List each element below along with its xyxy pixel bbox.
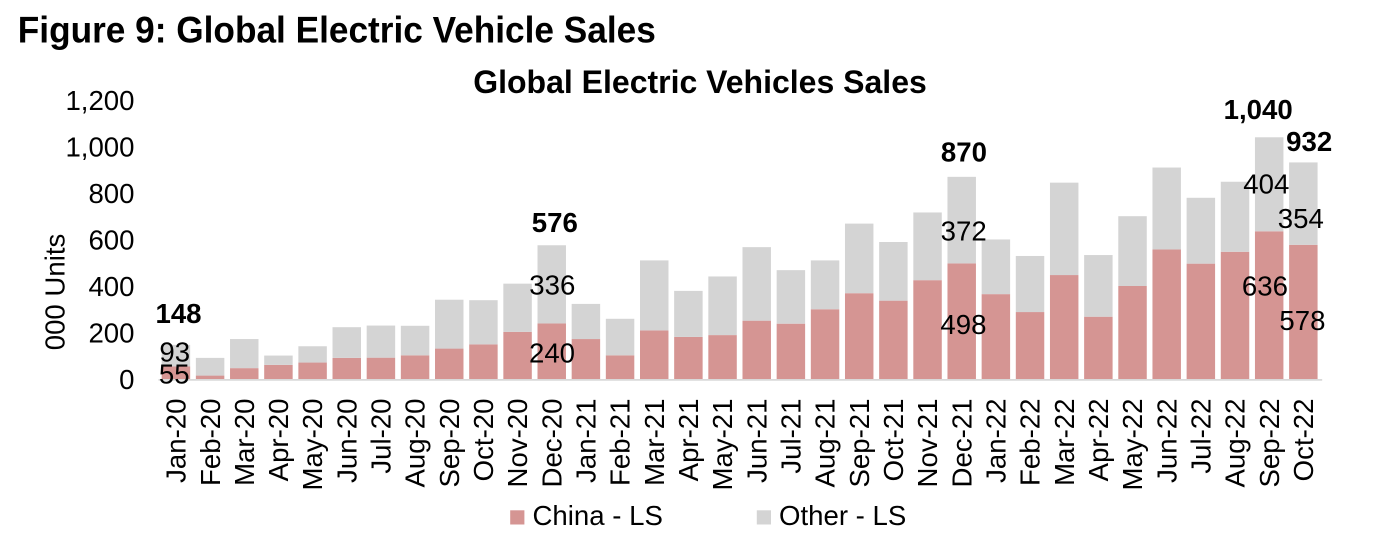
svg-text:May-21: May-21 — [707, 399, 738, 491]
svg-text:China - LS: China - LS — [533, 500, 663, 531]
svg-text:200: 200 — [88, 318, 134, 349]
svg-text:870: 870 — [941, 137, 987, 168]
svg-text:1,200: 1,200 — [65, 85, 134, 116]
svg-text:372: 372 — [941, 216, 987, 247]
svg-text:000 Units: 000 Units — [40, 234, 71, 351]
svg-text:Feb-21: Feb-21 — [605, 399, 636, 486]
svg-text:148: 148 — [155, 298, 201, 329]
svg-text:Jun-22: Jun-22 — [1151, 399, 1182, 483]
svg-text:578: 578 — [1279, 305, 1325, 336]
svg-text:Global Electric Vehicles Sales: Global Electric Vehicles Sales — [473, 64, 927, 100]
svg-text:Jun-21: Jun-21 — [741, 399, 772, 483]
svg-text:Figure 9: Global Electric Vehi: Figure 9: Global Electric Vehicle Sales — [18, 8, 656, 50]
svg-text:Sep-22: Sep-22 — [1254, 399, 1285, 488]
svg-text:Mar-22: Mar-22 — [1049, 399, 1080, 486]
svg-text:May-20: May-20 — [297, 399, 328, 491]
svg-text:Nov-20: Nov-20 — [502, 399, 533, 488]
svg-text:0: 0 — [119, 364, 134, 395]
svg-text:Feb-22: Feb-22 — [1015, 399, 1046, 486]
svg-text:Apr-22: Apr-22 — [1083, 399, 1114, 482]
svg-text:Jul-21: Jul-21 — [776, 399, 807, 474]
svg-text:Sep-21: Sep-21 — [844, 399, 875, 488]
svg-text:600: 600 — [88, 224, 134, 255]
svg-text:Sep-20: Sep-20 — [434, 399, 465, 488]
svg-text:Mar-21: Mar-21 — [639, 399, 670, 486]
svg-text:55: 55 — [159, 359, 190, 390]
svg-text:Jul-22: Jul-22 — [1186, 399, 1217, 474]
svg-text:Jan-20: Jan-20 — [161, 399, 192, 483]
svg-text:Other - LS: Other - LS — [779, 500, 906, 531]
svg-text:Oct-21: Oct-21 — [878, 399, 909, 482]
svg-text:400: 400 — [88, 271, 134, 302]
svg-text:404: 404 — [1243, 168, 1289, 199]
svg-text:800: 800 — [88, 178, 134, 209]
svg-text:240: 240 — [529, 338, 575, 369]
svg-text:May-22: May-22 — [1117, 399, 1148, 491]
svg-text:Feb-20: Feb-20 — [195, 399, 226, 486]
svg-text:498: 498 — [940, 309, 986, 340]
svg-text:Oct-20: Oct-20 — [468, 399, 499, 482]
svg-text:Nov-21: Nov-21 — [912, 398, 943, 487]
svg-text:Aug-21: Aug-21 — [810, 399, 841, 488]
svg-text:Aug-20: Aug-20 — [400, 398, 431, 487]
svg-text:Apr-20: Apr-20 — [263, 399, 294, 482]
svg-text:Mar-20: Mar-20 — [229, 399, 260, 486]
svg-text:1,000: 1,000 — [65, 131, 134, 162]
svg-text:Dec-21: Dec-21 — [946, 399, 977, 488]
svg-text:576: 576 — [532, 207, 578, 238]
svg-text:Jan-21: Jan-21 — [571, 399, 602, 483]
svg-text:93: 93 — [159, 337, 190, 368]
svg-text:Aug-22: Aug-22 — [1220, 399, 1251, 488]
svg-text:Oct-22: Oct-22 — [1288, 399, 1319, 482]
svg-text:Jul-20: Jul-20 — [366, 399, 397, 474]
svg-text:Dec-20: Dec-20 — [536, 399, 567, 488]
svg-text:Jan-22: Jan-22 — [981, 399, 1012, 483]
svg-text:Apr-21: Apr-21 — [673, 399, 704, 482]
svg-text:1,040: 1,040 — [1224, 94, 1293, 125]
svg-text:932: 932 — [1286, 126, 1332, 157]
svg-text:336: 336 — [529, 270, 575, 301]
svg-text:354: 354 — [1278, 203, 1324, 234]
svg-text:Jun-20: Jun-20 — [331, 399, 362, 483]
svg-text:636: 636 — [1242, 271, 1288, 302]
